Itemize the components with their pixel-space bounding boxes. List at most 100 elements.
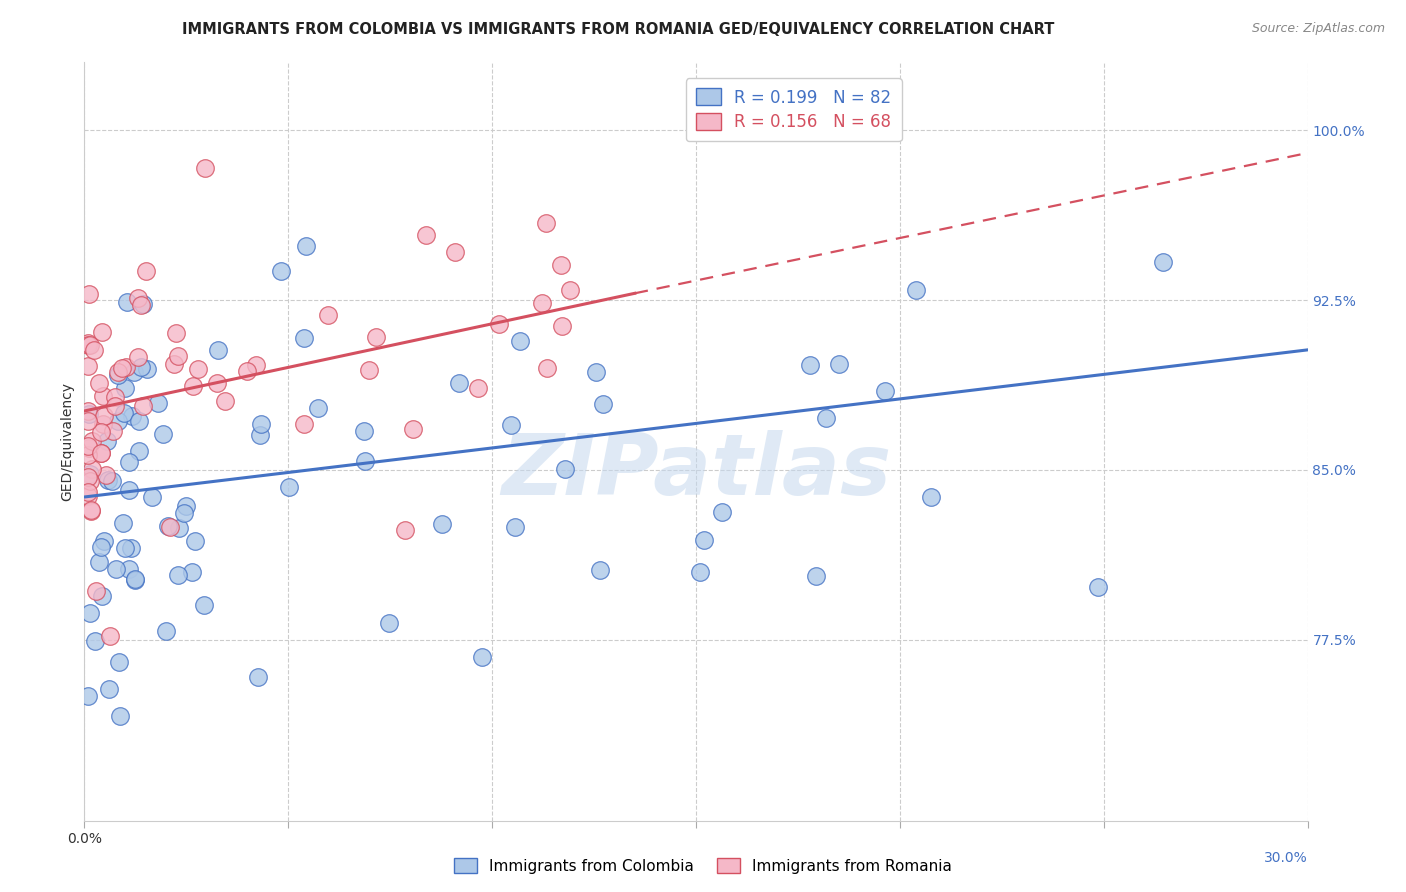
Point <box>96 434 118 449</box>
Point <box>156 519 179 533</box>
Point <box>77 338 100 352</box>
Point <box>509 334 531 348</box>
Point <box>131 298 153 312</box>
Point <box>129 359 152 374</box>
Point <box>80 462 103 476</box>
Point <box>554 462 576 476</box>
Point <box>499 417 522 432</box>
Point <box>307 401 329 415</box>
Point <box>79 338 101 352</box>
Point <box>159 520 181 534</box>
Point <box>432 517 454 532</box>
Point <box>359 363 381 377</box>
Point <box>920 490 942 504</box>
Point <box>689 565 711 579</box>
Point <box>354 454 377 468</box>
Point <box>905 284 928 298</box>
Point <box>799 358 821 372</box>
Point <box>90 540 112 554</box>
Point <box>318 308 340 322</box>
Point <box>194 161 217 175</box>
Point <box>247 670 270 684</box>
Point <box>107 655 129 669</box>
Point <box>353 424 375 438</box>
Point <box>104 399 127 413</box>
Point <box>77 470 100 484</box>
Point <box>135 264 157 278</box>
Point <box>117 455 139 469</box>
Point <box>127 291 149 305</box>
Point <box>114 541 136 555</box>
Point <box>105 562 128 576</box>
Point <box>120 541 142 555</box>
Point <box>103 424 125 438</box>
Point <box>827 358 849 372</box>
Point <box>167 521 190 535</box>
Point <box>128 414 150 428</box>
Point <box>163 357 186 371</box>
Point <box>167 349 190 363</box>
Point <box>79 287 101 301</box>
Point <box>235 364 257 378</box>
Point <box>193 598 215 612</box>
Legend: Immigrants from Colombia, Immigrants from Romania: Immigrants from Colombia, Immigrants fro… <box>449 852 957 880</box>
Text: 30.0%: 30.0% <box>1264 851 1308 865</box>
Point <box>108 708 131 723</box>
Point <box>294 239 316 253</box>
Point <box>505 519 527 533</box>
Point <box>560 283 582 297</box>
Point <box>245 358 267 372</box>
Point <box>110 360 132 375</box>
Point <box>394 523 416 537</box>
Point <box>292 417 315 432</box>
Point <box>101 474 124 488</box>
Point <box>166 567 188 582</box>
Point <box>80 503 103 517</box>
Point <box>97 473 120 487</box>
Point <box>77 404 100 418</box>
Point <box>294 331 316 345</box>
Point <box>589 563 612 577</box>
Point <box>401 422 423 436</box>
Point <box>180 566 202 580</box>
Point <box>90 446 112 460</box>
Point <box>77 439 100 453</box>
Text: IMMIGRANTS FROM COLOMBIA VS IMMIGRANTS FROM ROMANIA GED/EQUIVALENCY CORRELATION : IMMIGRANTS FROM COLOMBIA VS IMMIGRANTS F… <box>183 22 1054 37</box>
Point <box>132 400 155 414</box>
Point <box>592 397 614 411</box>
Text: ZIPatlas: ZIPatlas <box>501 430 891 514</box>
Point <box>364 330 387 344</box>
Point <box>79 407 101 421</box>
Point <box>875 384 897 398</box>
Point <box>148 396 170 410</box>
Point <box>77 359 100 373</box>
Point <box>124 572 146 586</box>
Point <box>89 446 111 460</box>
Point <box>415 227 437 242</box>
Point <box>550 258 572 272</box>
Point <box>207 343 229 357</box>
Point <box>124 574 146 588</box>
Point <box>77 485 100 500</box>
Point <box>112 406 135 420</box>
Point <box>98 629 121 643</box>
Point <box>165 326 187 340</box>
Point <box>87 376 110 390</box>
Point <box>444 245 467 260</box>
Point <box>91 589 114 603</box>
Point <box>449 376 471 390</box>
Point <box>107 414 129 428</box>
Point <box>121 409 143 423</box>
Point <box>277 480 299 494</box>
Point <box>90 425 112 439</box>
Point <box>152 426 174 441</box>
Point <box>174 499 197 513</box>
Point <box>467 381 489 395</box>
Point <box>80 434 103 449</box>
Point <box>77 335 100 350</box>
Point <box>77 442 100 456</box>
Point <box>173 506 195 520</box>
Point <box>98 681 121 696</box>
Point <box>187 362 209 376</box>
Point <box>585 365 607 379</box>
